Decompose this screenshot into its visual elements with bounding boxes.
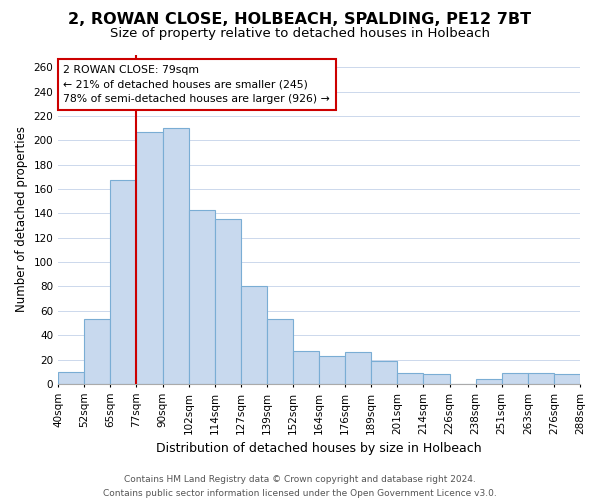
Bar xyxy=(110,180,136,384)
Bar xyxy=(293,351,319,384)
Bar xyxy=(58,372,84,384)
Bar xyxy=(136,132,163,384)
Bar xyxy=(84,320,110,384)
Text: Size of property relative to detached houses in Holbeach: Size of property relative to detached ho… xyxy=(110,28,490,40)
Text: 2 ROWAN CLOSE: 79sqm
← 21% of detached houses are smaller (245)
78% of semi-deta: 2 ROWAN CLOSE: 79sqm ← 21% of detached h… xyxy=(64,65,330,104)
Y-axis label: Number of detached properties: Number of detached properties xyxy=(15,126,28,312)
Bar xyxy=(267,320,293,384)
Text: Contains HM Land Registry data © Crown copyright and database right 2024.
Contai: Contains HM Land Registry data © Crown c… xyxy=(103,476,497,498)
Bar xyxy=(424,374,449,384)
Bar xyxy=(476,379,502,384)
Bar xyxy=(241,286,267,384)
Bar xyxy=(397,373,424,384)
Bar xyxy=(554,374,580,384)
Text: 2, ROWAN CLOSE, HOLBEACH, SPALDING, PE12 7BT: 2, ROWAN CLOSE, HOLBEACH, SPALDING, PE12… xyxy=(68,12,532,28)
Bar xyxy=(371,361,397,384)
Bar xyxy=(528,373,554,384)
X-axis label: Distribution of detached houses by size in Holbeach: Distribution of detached houses by size … xyxy=(156,442,482,455)
Bar xyxy=(215,220,241,384)
Bar xyxy=(345,352,371,384)
Bar xyxy=(319,356,345,384)
Bar xyxy=(163,128,188,384)
Bar xyxy=(502,373,528,384)
Bar xyxy=(188,210,215,384)
